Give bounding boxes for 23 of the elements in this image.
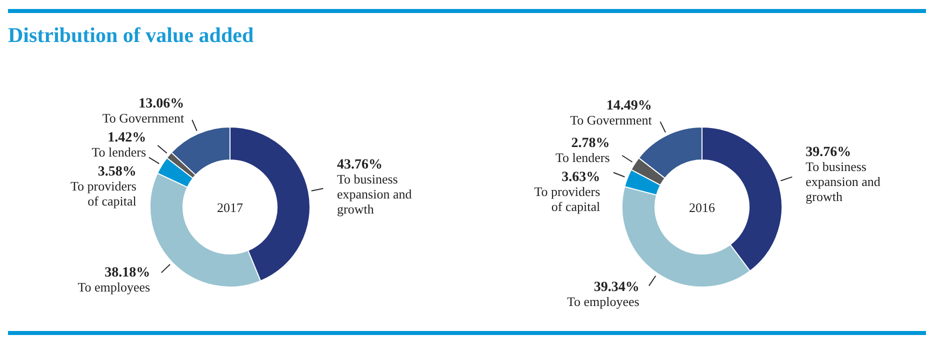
data-label: 1.42% xyxy=(108,130,146,146)
data-label: 39.34% xyxy=(594,280,640,296)
slice-label: To business expansion and growth xyxy=(336,172,412,217)
slice-label: To business expansion and growth xyxy=(806,158,881,204)
data-label: 2.78% xyxy=(571,136,610,152)
slice-label: To providers of capital xyxy=(70,178,137,209)
slice-label: To lenders xyxy=(92,144,146,160)
text: 2017 xyxy=(217,200,244,215)
data-label: 39.76% xyxy=(806,144,852,160)
slice-label: To employees xyxy=(566,294,640,310)
data-label: 43.76% xyxy=(336,158,382,173)
chart-title: Distribution of value added xyxy=(8,23,254,47)
data-label: 3.63% xyxy=(562,170,600,186)
slice-label: To Government xyxy=(102,110,185,126)
slice-label: To employees xyxy=(78,280,150,295)
data-label: 14.49% xyxy=(606,98,652,114)
slice-label: To Government xyxy=(570,112,652,128)
data-label: 3.58% xyxy=(98,164,136,180)
slice-label: To providers of capital xyxy=(534,184,601,214)
text: 2016 xyxy=(689,200,716,215)
data-label: 13.06% xyxy=(138,96,184,112)
data-label: 38.18% xyxy=(104,266,150,281)
slice-label: To lenders xyxy=(555,150,610,166)
